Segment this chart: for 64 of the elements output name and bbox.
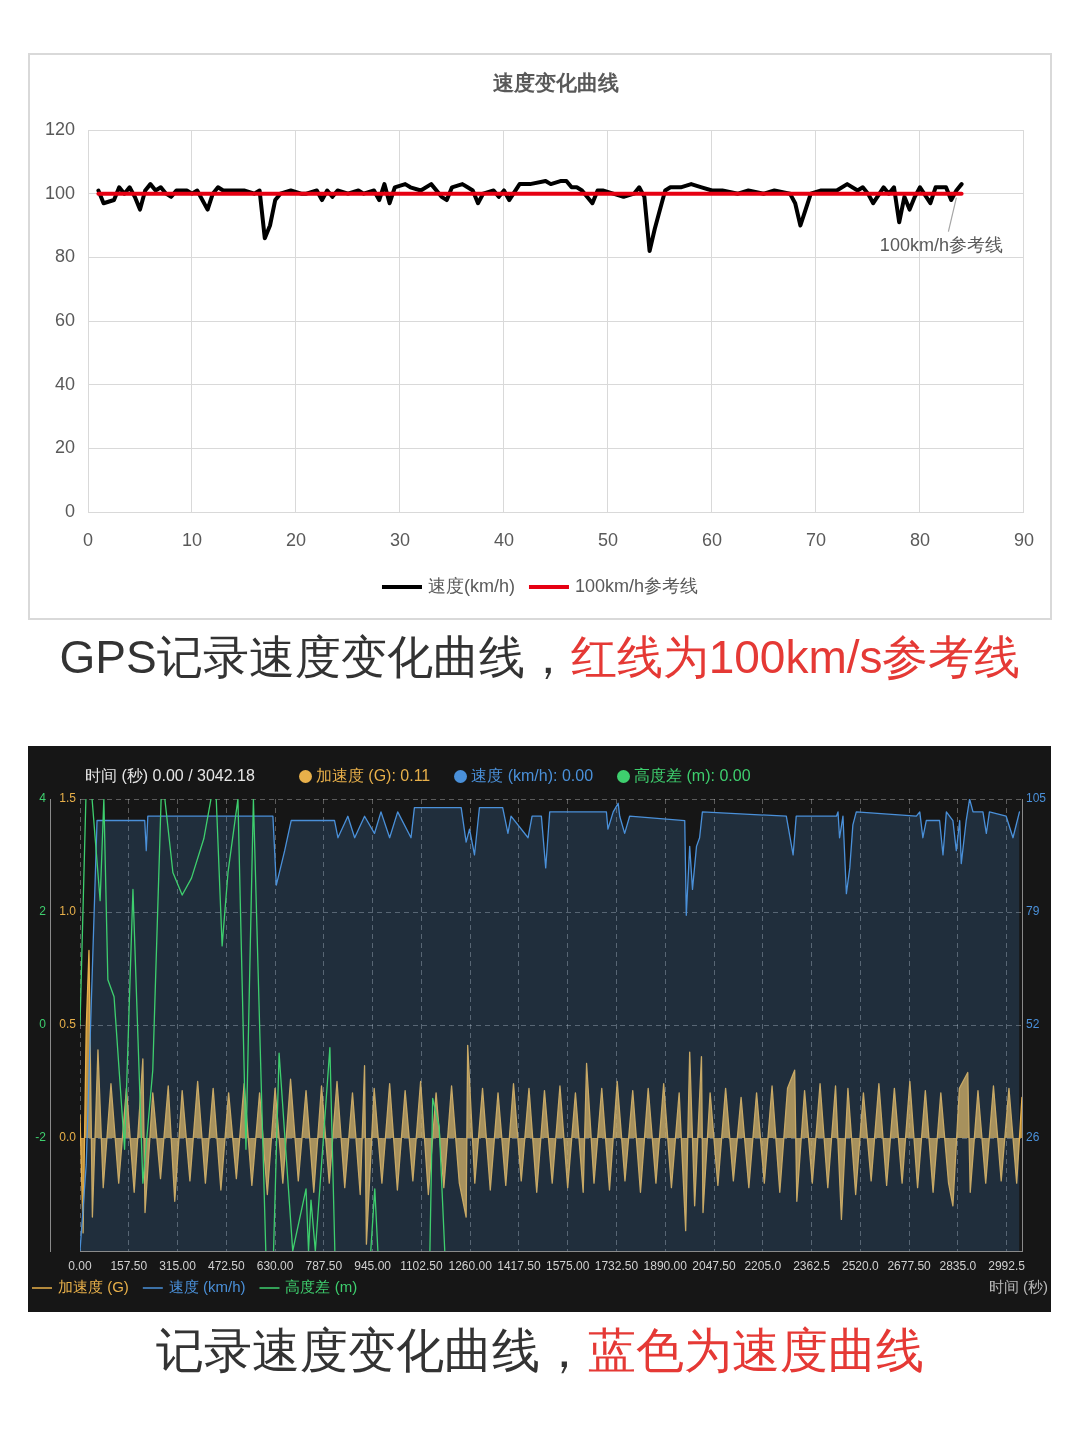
x-tick-label: 2362.5 bbox=[793, 1258, 831, 1273]
y3-tick-label: -2 bbox=[35, 1130, 47, 1145]
legend-label: 100km/h参考线 bbox=[574, 575, 699, 596]
y-tick-label: 20 bbox=[54, 437, 75, 458]
annotation: 100km/h参考线 bbox=[879, 234, 1003, 255]
text: 时间 (秒) 0.00 / 3042.18 bbox=[85, 766, 255, 786]
x-tick-label: 30 bbox=[389, 529, 411, 550]
x-tick-label: 472.50 bbox=[207, 1258, 245, 1273]
x-tick-label: 1417.50 bbox=[497, 1258, 541, 1273]
legend-label: 加速度 (G) bbox=[58, 1278, 129, 1296]
x-tick-label: 1890.00 bbox=[643, 1258, 688, 1273]
y2-tick-label: 79 bbox=[1026, 904, 1040, 919]
y-tick-label: 80 bbox=[54, 246, 75, 267]
y3-tick-label: 4 bbox=[39, 791, 47, 806]
y-tick-label: 1.5 bbox=[59, 791, 77, 806]
x-tick-label: 2992.5 bbox=[988, 1258, 1026, 1273]
text: 高度差 (m): 0.00 bbox=[634, 766, 751, 786]
x-tick-label: 1575.00 bbox=[546, 1258, 590, 1273]
y2-tick-label: 26 bbox=[1026, 1130, 1040, 1145]
x-tick-label: 630.00 bbox=[256, 1258, 294, 1273]
x-tick-label: 2677.50 bbox=[887, 1258, 932, 1273]
y-tick-label: 100 bbox=[44, 182, 75, 203]
x-tick-label: 1260.00 bbox=[448, 1258, 493, 1273]
x-tick-label: 2205.0 bbox=[744, 1258, 782, 1273]
y2-tick-label: 105 bbox=[1026, 791, 1047, 806]
x-tick-label: 80 bbox=[909, 529, 931, 550]
x-tick-label: 1732.50 bbox=[594, 1258, 639, 1273]
legend-label: 速度(km/h) bbox=[427, 575, 515, 596]
y-tick-label: 0 bbox=[64, 500, 75, 521]
x-axis-title: 时间 (秒) bbox=[988, 1278, 1048, 1296]
y-tick-label: 120 bbox=[44, 118, 75, 139]
text: GPS记录速度变化曲线， bbox=[59, 631, 571, 683]
y2-tick-label: 52 bbox=[1026, 1017, 1040, 1032]
text: 速度 (km/h): 0.00 bbox=[471, 766, 594, 786]
y3-tick-label: 2 bbox=[39, 904, 47, 919]
text: 加速度 (G): 0.11 bbox=[315, 766, 431, 786]
x-tick-label: 2520.0 bbox=[841, 1258, 879, 1273]
legend-label: 高度差 (m) bbox=[285, 1278, 358, 1296]
x-tick-label: 0 bbox=[82, 529, 94, 550]
x-tick-label: 787.50 bbox=[305, 1258, 343, 1273]
x-tick-label: 157.50 bbox=[110, 1258, 148, 1273]
text: 蓝色为速度曲线 bbox=[588, 1324, 924, 1377]
x-tick-label: 315.00 bbox=[159, 1258, 197, 1273]
x-tick-label: 70 bbox=[805, 529, 827, 550]
x-tick-label: 1102.50 bbox=[400, 1258, 443, 1273]
x-tick-label: 20 bbox=[285, 529, 307, 550]
y-tick-label: 0.5 bbox=[59, 1017, 77, 1032]
x-tick-label: 2835.0 bbox=[939, 1258, 977, 1273]
legend-label: 速度 (km/h) bbox=[168, 1278, 246, 1296]
x-tick-label: 2047.50 bbox=[692, 1258, 737, 1273]
x-tick-label: 10 bbox=[181, 529, 203, 550]
x-tick-label: 90 bbox=[1013, 529, 1034, 550]
y-tick-label: 40 bbox=[54, 373, 75, 394]
text: 红线为100km/s参考线 bbox=[570, 631, 1021, 683]
text: 记录速度变化曲线， bbox=[156, 1324, 588, 1377]
x-tick-label: 0.00 bbox=[68, 1258, 92, 1273]
x-tick-label: 60 bbox=[701, 529, 723, 550]
y-tick-label: 60 bbox=[54, 309, 75, 330]
x-tick-label: 945.00 bbox=[354, 1258, 392, 1273]
x-tick-label: 50 bbox=[597, 529, 619, 550]
chart-title: 速度变化曲线 bbox=[492, 70, 619, 94]
y-tick-label: 0.0 bbox=[59, 1130, 77, 1145]
y-tick-label: 1.0 bbox=[59, 904, 77, 919]
x-tick-label: 40 bbox=[493, 529, 515, 550]
